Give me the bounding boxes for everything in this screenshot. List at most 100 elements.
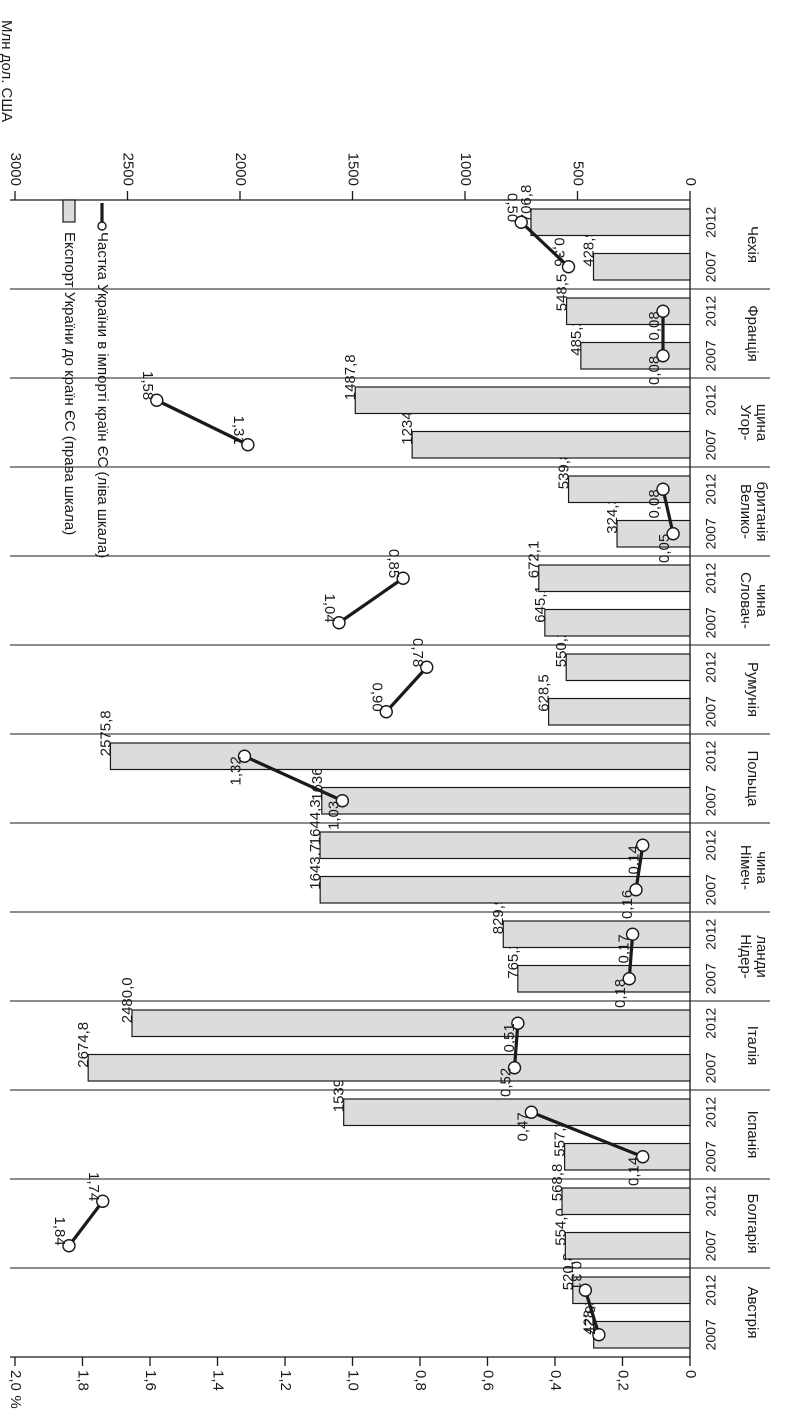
share-value-label: 0,52 [497,1068,514,1097]
export-bar [109,742,691,771]
left-axis-tick-label: 0,8 [412,1370,429,1391]
export-bar [319,831,691,860]
share-value-label: 1,58 [139,371,156,400]
country-label: Польща [744,750,761,807]
export-bar [572,1276,691,1305]
year-label: 2007 [703,963,719,994]
export-bar [411,430,691,459]
left-axis-unit: % [7,1395,24,1408]
share-value-label: 0,51 [501,1023,518,1052]
export-bar [517,964,691,993]
left-axis-ticks: 0 0,2 0,4 0,6 0,8 1,0 1,2 1,4 1,6 1,8 2,0 [7,1357,699,1391]
share-value-label: 0,14 [626,1157,643,1186]
share-point [335,794,350,808]
year-label: 2012 [703,829,719,860]
category-group: 645,1 2007 672,1 2012 1,04 0,85 Словач-чина [10,541,770,646]
share-line [661,488,675,535]
year-label: 2007 [703,1052,719,1083]
share-point [636,1150,650,1164]
share-point [237,749,252,763]
export-value-label: 557,3 [552,1119,569,1157]
category-group: 428,9 2007 706,8 2012 0,36 0,50 Чехія [10,185,770,290]
export-value-label: 1487,8 [342,354,359,400]
share-line [627,934,635,979]
export-value-label: 554,0 [552,1208,569,1246]
export-bar [538,564,691,593]
year-label: 2012 [703,1185,719,1216]
share-point [62,1239,76,1253]
right-axis-tick-label: 2500 [120,153,137,186]
share-value-label: 0,90 [368,683,385,712]
share-value-label: 1,74 [85,1172,102,1201]
left-axis-tick-label: 0,2 [615,1370,632,1391]
share-line [338,576,405,625]
export-value-label: 672,1 [526,541,543,579]
share-value-label: 0,14 [626,845,643,874]
share-line [385,666,428,713]
share-value-label: 1,32 [227,756,244,785]
share-point [625,927,640,941]
year-label: 2012 [703,384,719,415]
share-point [396,571,410,585]
share-value-label: 0,18 [612,979,629,1008]
export-bar [87,1053,691,1082]
right-axis-tick-label: 1000 [457,153,474,186]
share-line [512,1023,520,1068]
export-bar [564,1231,691,1260]
right-axis-unit: Млн дол. США [0,20,15,122]
export-bar [343,1098,691,1127]
share-point [561,260,576,274]
share-point [636,838,650,852]
legend-export-label: Експорт України до країн ЄС (права шкала… [61,232,78,535]
year-label: 2007 [703,1141,719,1172]
export-bar [530,208,691,237]
export-value-label: 765,2 [505,941,522,979]
year-label: 2007 [703,340,719,371]
share-line [583,1289,601,1336]
export-bar [321,786,691,815]
plot-area: 428,2 2007 520,8 2012 0,27 0,31 Австрія 554,0 20… [10,185,770,1351]
legend-share-label: Частка України в імпорті країн ЄС (ліва … [94,232,111,558]
right-axis-ticks: 0 500 1000 1500 2000 2500 3000 [7,153,699,200]
year-label: 2012 [703,1274,719,1305]
legend-share-point [97,221,107,231]
share-line [156,398,249,447]
export-bar [593,1320,691,1349]
share-value-label: 0,08 [646,311,663,340]
category-group: 485,2 2007 548,5 2012 0,08 0,08 Франція [10,274,770,385]
category-group: 428,2 2007 520,8 2012 0,27 0,31 Австрія [560,1253,761,1351]
share-line [634,845,645,890]
share-value-label: 0,16 [619,890,636,919]
share-value-label: 0,31 [567,1261,584,1290]
export-bar [547,697,691,726]
country-label: Словач- [737,572,754,629]
year-label: 2012 [703,206,719,237]
share-line [530,1110,644,1159]
export-bar [544,608,691,637]
share-value-label: 0,17 [616,934,633,963]
left-axis-tick-label: 0 [682,1370,699,1378]
share-point [656,304,670,318]
share-value-label: 0,47 [514,1112,531,1141]
share-value-label: 0,27 [581,1306,598,1335]
share-value-label: 1,04 [321,594,338,623]
export-bar [561,1187,691,1216]
export-bar [319,875,691,904]
year-label: 2007 [703,429,719,460]
year-label: 2007 [703,251,719,282]
right-axis-tick-label: 0 [682,178,699,186]
export-value-label: 539,8 [556,452,573,490]
share-point [241,438,255,452]
share-point [524,1105,539,1119]
export-bar [564,1142,691,1171]
right-axis-tick-label: 1500 [345,153,362,186]
year-label: 2007 [703,1230,719,1261]
year-label: 2012 [703,740,719,771]
share-point [379,705,393,719]
export-value-label: 2480,0 [119,977,136,1023]
export-value-label: 628,5 [536,674,553,712]
year-label: 2012 [703,562,719,593]
year-label: 2012 [703,651,719,682]
